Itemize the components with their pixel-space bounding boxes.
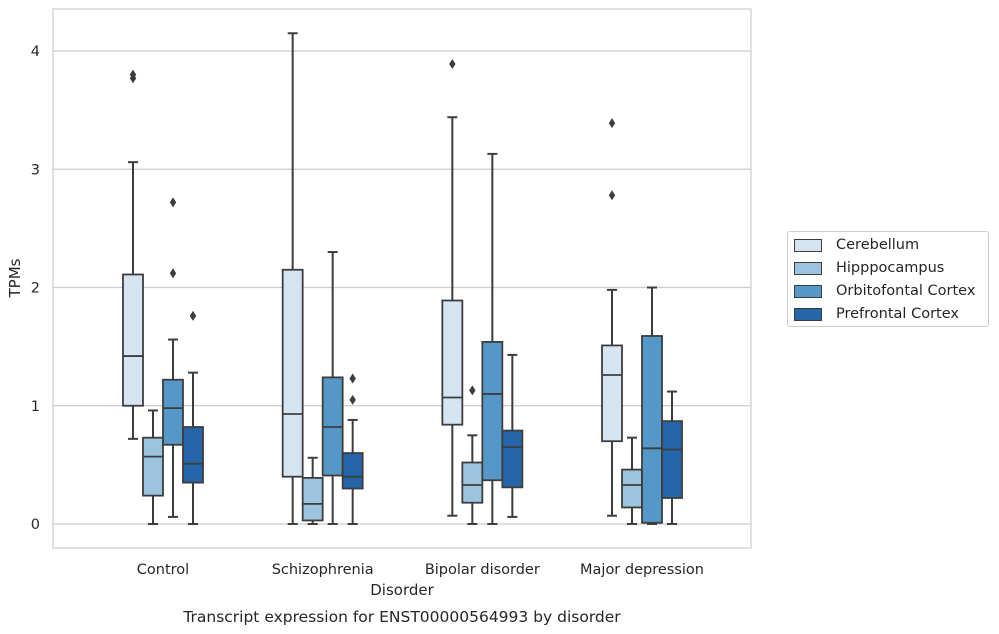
box-iqr xyxy=(621,468,643,509)
box-iqr xyxy=(641,335,663,524)
outlier-point xyxy=(469,385,476,396)
x-axis-label: Disorder xyxy=(370,581,434,599)
box-iqr xyxy=(301,476,324,522)
legend-item-hippocampus: Hipppocampus xyxy=(794,258,944,278)
y-tick-label: 3 xyxy=(31,162,40,178)
box-iqr xyxy=(481,340,504,482)
legend-item-orbitofrontal-cortex: Orbitofontal Cortex xyxy=(794,281,975,301)
box-group xyxy=(621,436,643,525)
outlier-point xyxy=(349,394,356,405)
box-group xyxy=(461,385,484,525)
box-group xyxy=(321,251,344,525)
outlier-point xyxy=(169,197,177,208)
box-iqr xyxy=(441,299,464,426)
box-group xyxy=(142,409,164,525)
box-iqr xyxy=(281,268,304,478)
legend-swatch-prefrontal-cortex xyxy=(794,307,822,321)
y-tick-label: 2 xyxy=(31,281,40,297)
outlier-point xyxy=(608,118,616,129)
outlier-point xyxy=(608,190,616,201)
box-group xyxy=(122,69,144,440)
outlier-point xyxy=(129,69,137,80)
box-group xyxy=(601,118,623,517)
x-tick-labels: Control Schizophrenia Bipolar disorder Majo… xyxy=(137,562,704,578)
legend-label-hippocampus: Hipppocampus xyxy=(836,260,945,276)
outlier-point xyxy=(189,310,197,321)
legend-item-prefrontal-cortex: Prefrontal Cortex xyxy=(794,304,959,324)
box-iqr xyxy=(461,461,484,504)
legend: Cerebellum Hipppocampus Orbitofontal Cor… xyxy=(787,231,989,327)
x-tick-label: Bipolar disorder xyxy=(425,562,540,578)
box-group xyxy=(341,373,364,525)
y-tick-labels: 0 1 2 3 4 xyxy=(31,44,40,533)
legend-label-prefrontal-cortex: Prefrontal Cortex xyxy=(836,306,959,322)
legend-swatch-orbitofrontal-cortex xyxy=(794,284,822,298)
chart-title: Transcript expression for ENST0000056499… xyxy=(182,608,621,626)
legend-label-cerebellum: Cerebellum xyxy=(836,237,920,253)
x-tick-label: Control xyxy=(137,562,189,578)
box-group xyxy=(301,456,324,525)
box-iqr xyxy=(122,273,144,407)
box-group xyxy=(182,310,204,525)
y-tick-label: 1 xyxy=(31,399,40,415)
y-tick-label: 4 xyxy=(31,44,40,60)
box-iqr xyxy=(182,426,204,484)
x-tick-label: Major depression xyxy=(580,562,704,578)
legend-swatch-cerebellum xyxy=(794,238,822,252)
legend-item-cerebellum: Cerebellum xyxy=(794,235,919,255)
box-series xyxy=(122,32,683,525)
legend-swatch-hippocampus xyxy=(794,261,822,275)
x-tick-label: Schizophrenia xyxy=(272,562,374,578)
y-tick-label: 0 xyxy=(31,517,40,533)
outlier-point xyxy=(349,373,356,384)
legend-label-orbitofrontal-cortex: Orbitofontal Cortex xyxy=(836,283,976,299)
box-group xyxy=(501,353,524,518)
plot-area xyxy=(52,8,752,549)
box-group xyxy=(162,197,184,518)
outlier-point xyxy=(449,59,456,70)
box-iqr xyxy=(661,420,683,499)
box-iqr xyxy=(501,429,524,489)
box-iqr xyxy=(341,452,364,490)
box-group xyxy=(281,32,304,525)
y-axis-label: TPMs xyxy=(6,258,24,298)
box-iqr xyxy=(142,436,164,497)
box-group xyxy=(441,59,464,517)
outlier-point xyxy=(169,268,177,279)
box-group xyxy=(661,390,683,525)
box-group xyxy=(481,152,504,525)
box-iqr xyxy=(601,344,623,443)
box-iqr xyxy=(162,378,184,446)
